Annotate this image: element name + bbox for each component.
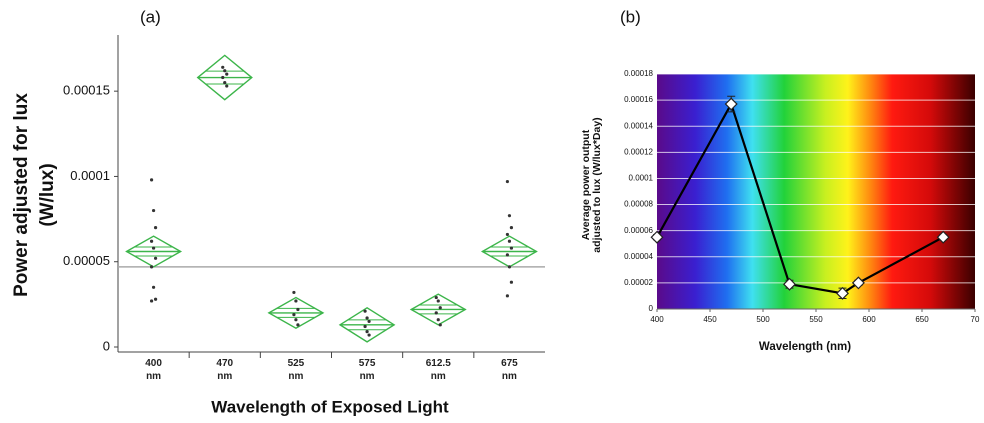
data-point [507,214,512,218]
panel-label: (a) [140,7,161,26]
y-tick-label: 0.0001 [629,174,654,183]
data-point [292,290,296,295]
data-point [509,280,514,284]
y-tick-label: 0.0001 [70,168,110,183]
data-point [851,276,865,290]
x-tick-label: 500 [756,315,770,324]
data-point [294,318,298,322]
data-point [509,226,514,230]
data-point [782,277,797,291]
data-point [363,324,367,329]
y-tick-label: 0.00004 [624,252,653,261]
data-point [509,246,514,250]
y-tick-label: 0.00014 [624,121,653,130]
y-tick-label: 0 [649,304,654,313]
y-axis-label: (W/lux) [37,163,58,226]
data-line [656,101,944,295]
data-point [365,316,369,320]
data-point [724,97,738,111]
y-tick-label: 0.00015 [63,83,110,98]
x-tick-label: 675 nm [501,358,518,382]
y-axis-label: Average power output [580,129,592,240]
data-point [153,297,158,301]
x-axis-label: Wavelength (nm) [759,341,851,353]
data-point [363,309,367,313]
data-point [149,239,154,243]
data-point [438,306,442,310]
y-tick-label: 0.00005 [63,253,110,268]
data-point [149,178,154,182]
y-tick-label: 0.00016 [624,95,653,104]
data-point [221,75,225,80]
data-point [296,323,300,327]
data-point [367,333,371,337]
y-tick-label: 0.00002 [624,278,653,287]
x-tick-label: 575 nm [358,358,376,382]
data-point [505,179,510,184]
data-point [153,226,158,230]
x-tick-label: 612.5 nm [425,358,451,382]
y-axis-label: Power adjusted for lux [11,93,32,297]
data-point [149,265,154,269]
data-point [223,69,227,73]
x-tick-label: 450 [703,315,717,324]
data-point [292,312,296,317]
data-point [650,230,664,244]
data-point [151,208,156,213]
data-point [225,84,229,88]
data-point [225,72,229,76]
y-tick-label: 0 [103,338,110,353]
x-tick-label: 550 [809,315,823,324]
data-point [153,256,158,260]
x-tick-label: 650 [915,315,929,324]
data-point [438,323,442,327]
data-point [367,319,371,324]
x-tick-label: 400 [650,315,664,324]
x-tick-label: 400 nm [145,358,162,382]
data-point [296,307,300,312]
data-point [223,81,227,85]
data-point [505,253,510,257]
data-point [835,286,850,300]
y-axis-label: adjusted to lux (W/lux*Day) [591,117,603,252]
x-axis-label: Wavelength of Exposed Light [211,397,449,416]
x-tick-label: 600 [862,315,876,324]
data-point [507,265,512,269]
data-point [221,65,225,69]
data-point [505,232,510,237]
data-point [365,330,369,334]
data-point [936,230,950,244]
panel-label: (b) [620,7,641,26]
data-point [294,299,298,303]
y-tick-label: 0.00008 [624,200,653,209]
y-tick-label: 0.00006 [624,226,653,235]
y-tick-label: 0.00012 [624,147,653,156]
data-point [436,318,440,322]
data-point [436,299,440,303]
data-point [505,294,510,298]
x-tick-label: 70 [971,315,980,324]
x-tick-label: 525 nm [287,358,305,382]
data-point [151,246,156,250]
x-tick-label: 470 nm [216,358,234,382]
data-point [151,285,156,289]
data-point [149,299,154,303]
data-point [507,239,512,243]
y-tick-label: 0.00018 [624,69,653,78]
data-point [434,295,438,300]
data-point [434,311,438,315]
spectrum-background [657,74,975,309]
